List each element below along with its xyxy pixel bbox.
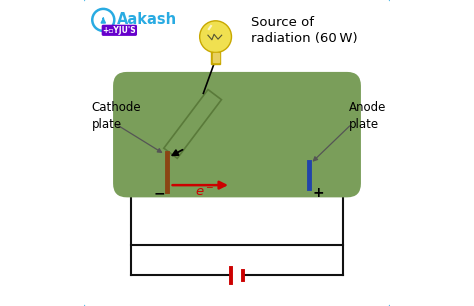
Text: Anode
plate: Anode plate — [349, 101, 386, 131]
Text: Source of
radiation (60 W): Source of radiation (60 W) — [251, 16, 357, 45]
Text: +▫YJU'S: +▫YJU'S — [103, 26, 137, 35]
Circle shape — [200, 21, 231, 53]
Text: +: + — [312, 186, 324, 200]
Bar — [211, 52, 220, 64]
Polygon shape — [164, 90, 221, 158]
Text: −: − — [153, 186, 165, 200]
Text: Aakash: Aakash — [117, 12, 177, 28]
FancyBboxPatch shape — [113, 72, 361, 197]
Text: $e^-$: $e^-$ — [195, 186, 215, 199]
Bar — [131, 184, 343, 245]
FancyBboxPatch shape — [102, 25, 137, 35]
Bar — [212, 53, 219, 62]
FancyBboxPatch shape — [82, 0, 392, 306]
Circle shape — [92, 9, 114, 31]
Text: Cathode
plate: Cathode plate — [91, 101, 141, 131]
